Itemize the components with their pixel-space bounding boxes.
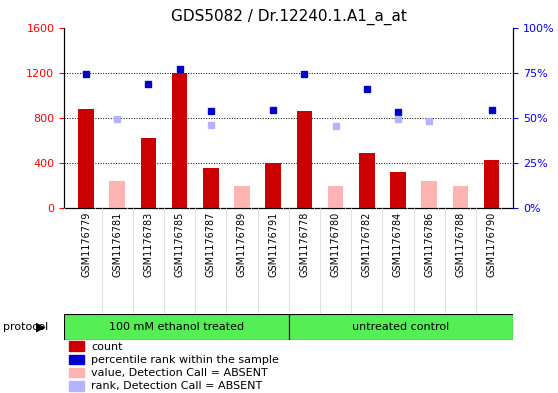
- Bar: [484, 160, 499, 208]
- Text: ▶: ▶: [36, 321, 46, 334]
- Text: untreated control: untreated control: [353, 322, 450, 332]
- Bar: [203, 167, 219, 208]
- Bar: [64, 314, 289, 340]
- Text: protocol: protocol: [3, 322, 48, 332]
- Bar: [69, 341, 84, 351]
- Text: rank, Detection Call = ABSENT: rank, Detection Call = ABSENT: [91, 381, 262, 391]
- Text: GSM1176781: GSM1176781: [112, 211, 122, 277]
- Bar: [141, 138, 156, 208]
- Text: GSM1176778: GSM1176778: [299, 211, 309, 277]
- Bar: [172, 73, 187, 208]
- Bar: [296, 111, 312, 208]
- Text: GSM1176785: GSM1176785: [175, 211, 185, 277]
- Text: GSM1176780: GSM1176780: [330, 211, 340, 277]
- Text: GSM1176787: GSM1176787: [206, 211, 216, 277]
- Bar: [78, 109, 94, 208]
- Bar: [390, 172, 406, 208]
- Text: GSM1176790: GSM1176790: [487, 211, 497, 277]
- Bar: [289, 314, 513, 340]
- Title: GDS5082 / Dr.12240.1.A1_a_at: GDS5082 / Dr.12240.1.A1_a_at: [171, 9, 407, 25]
- Text: GSM1176779: GSM1176779: [81, 211, 91, 277]
- Text: GSM1176786: GSM1176786: [424, 211, 434, 277]
- Bar: [69, 354, 84, 364]
- Text: GSM1176782: GSM1176782: [362, 211, 372, 277]
- Bar: [266, 163, 281, 208]
- Text: GSM1176791: GSM1176791: [268, 211, 278, 277]
- Bar: [453, 185, 468, 208]
- Bar: [69, 381, 84, 391]
- Text: GSM1176784: GSM1176784: [393, 211, 403, 277]
- Text: GSM1176789: GSM1176789: [237, 211, 247, 277]
- Bar: [109, 181, 125, 208]
- Bar: [69, 368, 84, 377]
- Bar: [359, 153, 374, 208]
- Text: GSM1176788: GSM1176788: [455, 211, 465, 277]
- Text: 100 mM ethanol treated: 100 mM ethanol treated: [109, 322, 244, 332]
- Bar: [421, 181, 437, 208]
- Text: percentile rank within the sample: percentile rank within the sample: [91, 355, 279, 365]
- Text: GSM1176783: GSM1176783: [143, 211, 153, 277]
- Bar: [234, 186, 250, 208]
- Text: count: count: [91, 342, 123, 352]
- Bar: [328, 186, 343, 208]
- Text: value, Detection Call = ABSENT: value, Detection Call = ABSENT: [91, 368, 268, 378]
